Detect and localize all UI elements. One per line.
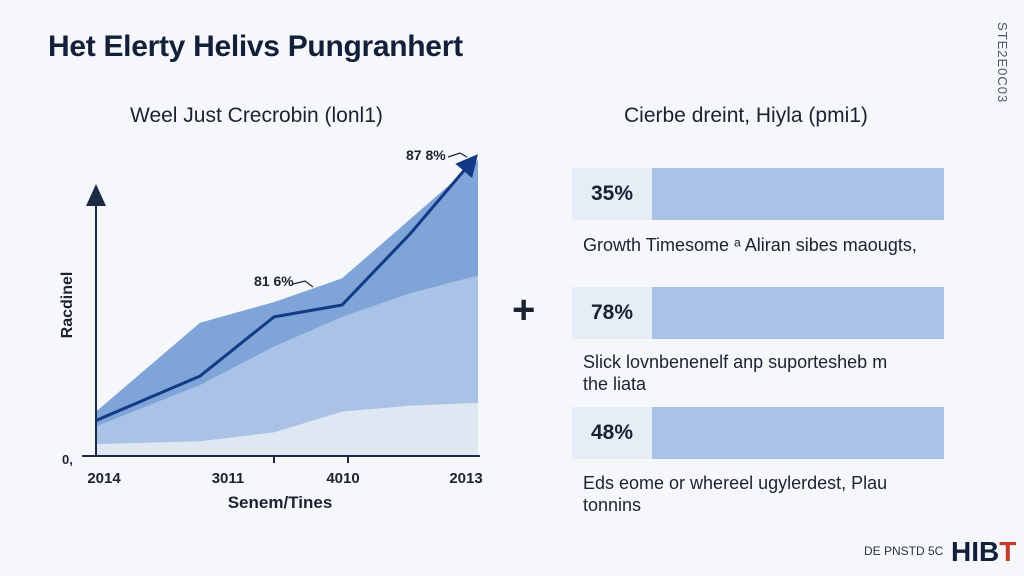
stat-bar-1: 35% — [572, 168, 944, 220]
stat-description-3: Eds eome or whereel ugylerdest, Plau ton… — [583, 473, 888, 515]
annotation-label: 81 6% — [254, 273, 294, 289]
line-arrowhead — [455, 154, 478, 178]
y-origin-label: 0, — [62, 452, 73, 467]
x-tick-label: 4010 — [326, 470, 359, 487]
chart-annotations: 87 8% 81 6% — [254, 147, 468, 289]
area-band-lower — [96, 402, 478, 456]
stat-description-1: Growth Timesome ᵃ Aliran sibes maougts, — [583, 235, 917, 255]
logo-text: HIB — [951, 536, 1000, 567]
page-title: Het Elerty Helivs Pungranhert — [48, 30, 463, 63]
y-axis-arrowhead — [86, 184, 106, 206]
stat-bar-2: 78% — [572, 287, 944, 339]
series-line — [95, 163, 471, 422]
stat-description-2: Slick lovnbenenelf anp suportesheb m the… — [583, 352, 888, 394]
vertical-side-text: STE2E0C03 — [995, 22, 1010, 104]
plus-icon: + — [512, 288, 536, 332]
stat-value-2: 78% — [572, 287, 652, 339]
footer-credit: DE PNSTD 5C — [864, 544, 944, 558]
y-axis-label: Racdinel — [59, 272, 76, 339]
x-axis-label: Senem/Tines — [228, 493, 333, 512]
chart-title: Weel Just Crecrobin (lonl1) — [130, 104, 383, 127]
logo-accent-letter: T — [999, 536, 1017, 567]
brand-logo: HIBT — [951, 536, 1016, 568]
x-axis-ticks: 2014 3011 4010 2013 — [87, 456, 483, 487]
stat-value-1: 35% — [572, 168, 652, 220]
x-tick-label: 2013 — [449, 470, 482, 487]
x-tick-label: 3011 — [212, 470, 245, 487]
annotation-leader — [447, 152, 468, 158]
stat-bar-3: 48% — [572, 407, 944, 459]
annotation-label: 87 8% — [406, 147, 446, 163]
x-tick-label: 2014 — [87, 470, 121, 487]
stat-value-3: 48% — [572, 407, 652, 459]
annotation-leader — [292, 280, 314, 288]
stats-title: Cierbe dreint, Hiyla (pmi1) — [624, 104, 868, 127]
